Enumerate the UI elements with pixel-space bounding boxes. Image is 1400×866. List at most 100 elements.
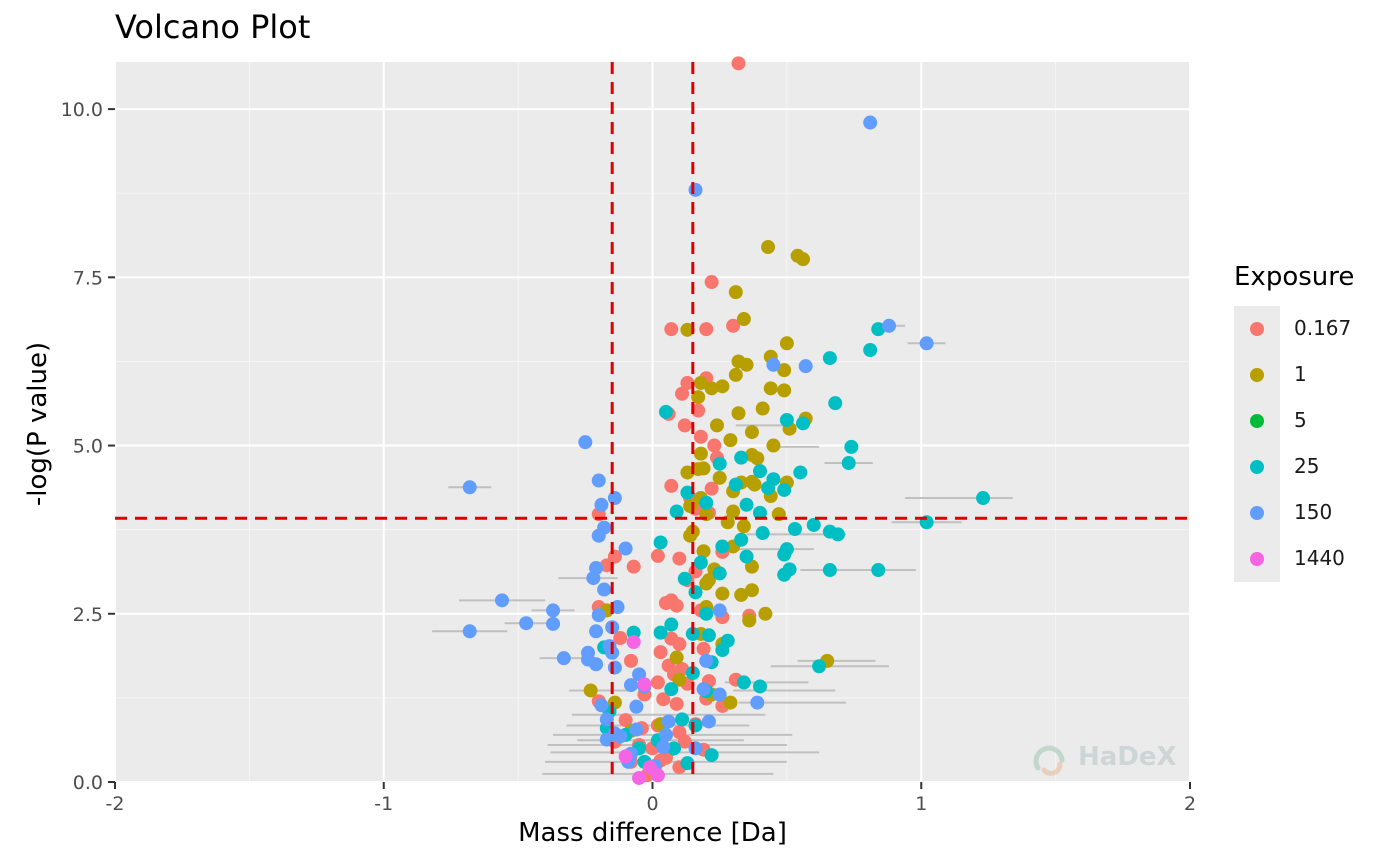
point-150 — [599, 732, 614, 747]
point-150 — [613, 729, 628, 744]
point-25 — [712, 456, 727, 471]
point-150 — [578, 435, 593, 450]
point-1 — [680, 322, 695, 337]
point-0.167 — [613, 631, 628, 645]
point-25 — [688, 585, 703, 600]
point-25 — [830, 527, 845, 542]
point-150 — [919, 336, 934, 351]
point-0.167 — [658, 750, 673, 765]
point-150 — [591, 528, 606, 543]
legend-label: 1 — [1294, 362, 1307, 386]
point-25 — [976, 491, 991, 506]
point-1 — [736, 519, 751, 534]
legend-color-dot — [1250, 368, 1264, 382]
point-150 — [495, 593, 509, 608]
point-25 — [704, 748, 719, 763]
point-0.167 — [696, 641, 711, 656]
point-150 — [629, 722, 644, 737]
y-tick-label: 0.0 — [73, 772, 103, 794]
point-150 — [594, 698, 609, 713]
legend-item: 25 — [1234, 444, 1374, 490]
axes: -2 -1 0 1 2 0.0 2.5 5.0 7.5 10.0 — [61, 99, 1196, 815]
point-150 — [750, 695, 765, 710]
point-1440 — [637, 677, 652, 692]
point-1 — [761, 240, 776, 255]
point-150 — [591, 608, 606, 623]
point-150 — [591, 473, 606, 488]
x-tick-label: 2 — [1184, 793, 1196, 815]
point-25 — [664, 682, 679, 697]
point-25 — [715, 539, 730, 554]
point-0.167 — [677, 734, 692, 749]
point-1 — [779, 336, 794, 351]
point-150 — [624, 678, 638, 693]
point-0.167 — [704, 481, 719, 496]
legend-color-dot — [1250, 506, 1264, 520]
point-25 — [871, 322, 886, 337]
legend-label: 0.167 — [1294, 316, 1352, 340]
point-150 — [688, 741, 703, 756]
point-1 — [777, 383, 792, 398]
point-150 — [701, 714, 716, 729]
point-1 — [680, 465, 695, 480]
legend-item: 1 — [1234, 352, 1374, 398]
point-0.167 — [626, 559, 641, 574]
point-1 — [726, 504, 741, 519]
point-0.167 — [624, 653, 638, 668]
point-25 — [779, 412, 794, 427]
point-150 — [688, 182, 703, 197]
hadex-logo-icon — [1033, 745, 1065, 776]
point-1 — [672, 672, 687, 687]
point-150 — [597, 582, 612, 597]
legend-color-dot — [1250, 322, 1264, 336]
point-1 — [739, 357, 754, 372]
point-1 — [728, 367, 743, 382]
point-25 — [653, 535, 668, 550]
point-1 — [750, 451, 765, 466]
point-0.167 — [680, 375, 695, 390]
point-25 — [734, 532, 749, 547]
legend: Exposure 0.167 1 5 25 150 1440 — [1234, 262, 1354, 582]
point-1440 — [650, 768, 665, 783]
point-150 — [712, 687, 727, 702]
data-points — [462, 56, 991, 785]
point-25 — [812, 659, 827, 674]
point-25 — [653, 625, 668, 640]
point-25 — [822, 351, 837, 366]
point-150 — [556, 651, 571, 666]
x-tick-label: -2 — [106, 793, 125, 815]
legend-label: 25 — [1294, 454, 1320, 478]
point-25 — [699, 606, 714, 621]
point-25 — [753, 679, 767, 694]
point-25 — [699, 495, 714, 510]
point-25 — [828, 396, 843, 411]
legend-color-dot — [1250, 460, 1264, 474]
point-0.167 — [699, 322, 714, 337]
point-150 — [462, 480, 477, 495]
point-1 — [699, 576, 714, 591]
point-1 — [710, 418, 724, 433]
point-25 — [736, 675, 751, 690]
point-0.167 — [669, 598, 684, 613]
point-1 — [669, 650, 684, 665]
point-1 — [777, 363, 792, 378]
point-0.167 — [658, 596, 673, 611]
point-0.167 — [664, 322, 679, 337]
y-tick-label: 10.0 — [61, 99, 103, 121]
point-1 — [796, 252, 810, 267]
legend-color-dot — [1250, 414, 1264, 428]
x-tick-label: -1 — [374, 793, 393, 815]
point-0.167 — [650, 675, 665, 690]
point-1 — [766, 438, 781, 453]
point-0.167 — [704, 275, 719, 290]
x-tick-label: 0 — [646, 793, 658, 815]
point-0.167 — [669, 696, 684, 711]
point-25 — [658, 404, 673, 419]
point-1 — [728, 285, 743, 300]
point-1 — [758, 606, 773, 621]
point-0.167 — [656, 692, 671, 707]
point-25 — [841, 456, 856, 471]
point-25 — [688, 718, 703, 733]
legend-item: 1440 — [1234, 536, 1374, 582]
